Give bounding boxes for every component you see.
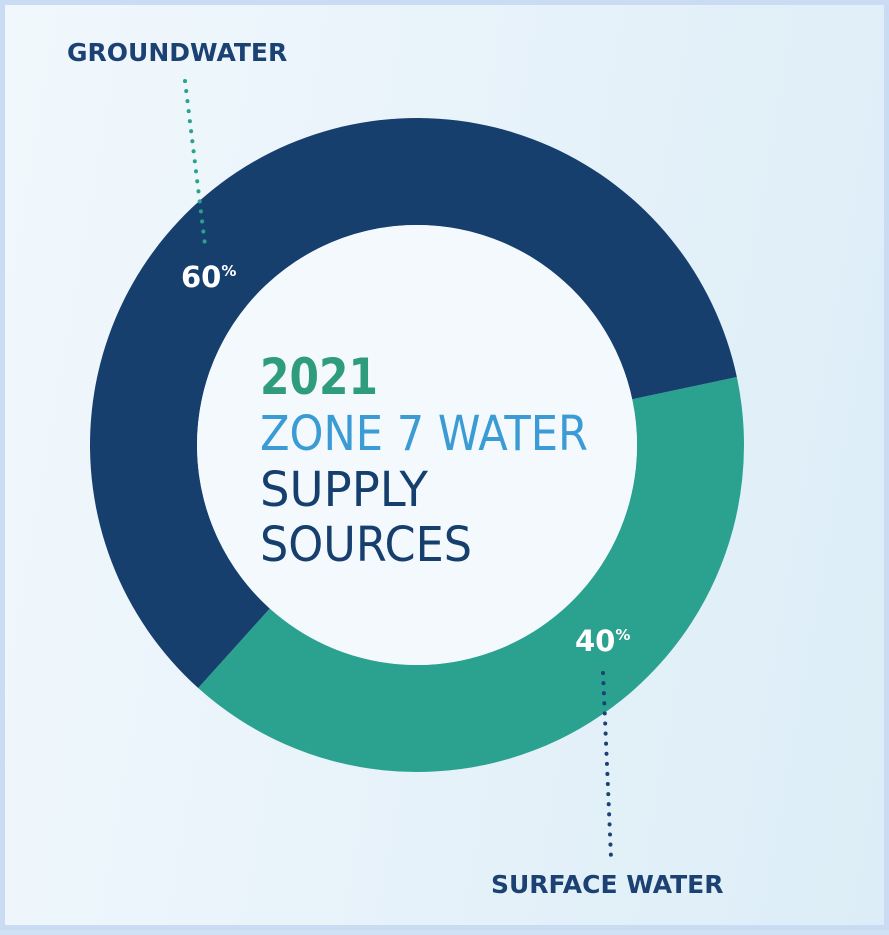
groundwater-value-label: 60% <box>181 260 236 294</box>
surface-water-callout-label: SURFACE WATER <box>491 870 723 899</box>
donut-slices <box>90 118 745 772</box>
surface-water-value: 40 <box>575 624 615 658</box>
groundwater-unit: % <box>221 262 236 280</box>
surface-water-unit: % <box>615 626 630 644</box>
surface-water-value-label: 40% <box>575 624 630 658</box>
center-title-year: 2021 <box>260 348 378 406</box>
surface-water-leader-line <box>601 671 613 859</box>
surface-water-slice <box>198 377 745 772</box>
groundwater-value: 60 <box>181 260 221 294</box>
center-title-line3: SUPPLY <box>260 462 429 518</box>
groundwater-slice <box>90 118 737 689</box>
groundwater-callout-label: GROUNDWATER <box>67 38 287 67</box>
center-title-line4: SOURCES <box>260 517 472 573</box>
groundwater-leader-line <box>183 79 207 247</box>
center-title-line2: ZONE 7 WATER <box>260 406 588 462</box>
donut-hole <box>197 225 637 665</box>
supply-sources-donut-chart: GROUNDWATER SURFACE WATER 60% 40% 2021 Z… <box>67 38 745 899</box>
